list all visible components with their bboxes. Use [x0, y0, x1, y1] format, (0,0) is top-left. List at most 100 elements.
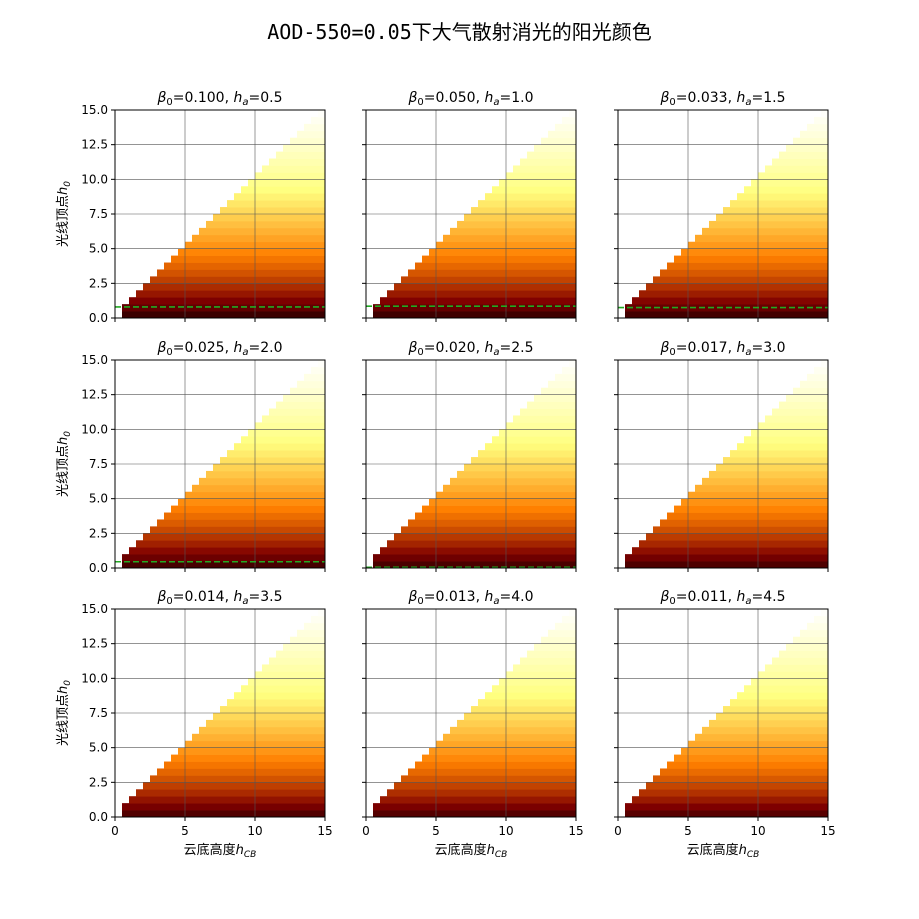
heatmap-cell — [653, 782, 661, 790]
heatmap-cell — [793, 297, 801, 305]
heatmap-cell — [793, 436, 801, 444]
heatmap-cell — [751, 810, 759, 818]
heatmap-cell — [779, 276, 787, 284]
heatmap-cell — [471, 761, 479, 769]
heatmap-cell — [506, 443, 514, 451]
heatmap-cell — [311, 200, 319, 208]
heatmap-cell — [485, 477, 493, 486]
heatmap-cell — [241, 207, 249, 215]
heatmap-cell — [269, 775, 277, 783]
heatmap-cell — [555, 464, 563, 472]
heatmap-cell — [800, 629, 808, 638]
heatmap-cell — [541, 450, 549, 458]
heatmap-cell — [807, 415, 815, 423]
heatmap-cell — [744, 803, 752, 811]
heatmap-cell — [276, 650, 284, 658]
heatmap-cell — [527, 283, 535, 291]
heatmap-cell — [541, 283, 549, 291]
heatmap-cell — [520, 547, 528, 555]
heatmap-cell — [485, 782, 493, 790]
heatmap-cell — [276, 699, 284, 707]
heatmap-cell — [765, 457, 773, 465]
heatmap-cell — [318, 408, 326, 416]
heatmap-cell — [415, 512, 423, 520]
heatmap-cell — [499, 533, 507, 541]
heatmap-cell — [178, 269, 186, 277]
heatmap-cell — [318, 671, 326, 679]
heatmap-cell — [297, 775, 305, 783]
heatmap-cell — [304, 373, 312, 382]
heatmap-cell — [548, 172, 556, 180]
heatmap-cell — [730, 214, 738, 222]
heatmap-cell — [283, 775, 291, 783]
heatmap-cell — [506, 262, 514, 270]
heatmap-cell — [450, 248, 458, 256]
heatmap-cell — [234, 713, 242, 721]
heatmap-cell — [185, 255, 193, 263]
heatmap-cell — [779, 713, 787, 721]
heatmap-cell — [695, 810, 703, 818]
heatmap-cell — [506, 241, 514, 250]
heatmap-cell — [276, 533, 284, 541]
heatmap-cell — [695, 234, 703, 243]
heatmap-cell — [241, 713, 249, 721]
heatmap-cell — [422, 304, 430, 312]
heatmap-cell — [255, 477, 263, 486]
heatmap-cell — [297, 747, 305, 755]
heatmap-cell — [318, 144, 326, 152]
heatmap-cell — [541, 554, 549, 562]
heatmap-cell — [695, 262, 703, 270]
heatmap-cell — [234, 526, 242, 534]
heatmap-cell — [485, 269, 493, 277]
heatmap-cell — [814, 186, 822, 194]
heatmap-cell — [772, 810, 780, 818]
heatmap-cell — [730, 554, 738, 562]
subplot-title: β0=0.011, ha=4.5 — [659, 589, 785, 607]
heatmap-cell — [283, 464, 291, 472]
heatmap-cell — [408, 276, 416, 284]
heatmap-cell — [674, 561, 682, 569]
heatmap-cell — [569, 443, 577, 451]
heatmap-cell — [136, 540, 144, 548]
heatmap-cell — [248, 464, 256, 472]
heatmap-cell — [667, 269, 675, 277]
heatmap-cell — [499, 484, 507, 493]
heatmap-cell — [730, 726, 738, 735]
heatmap-cell — [157, 803, 165, 811]
heatmap-cell — [318, 380, 326, 389]
heatmap-cell — [269, 207, 277, 215]
heatmap-cell — [297, 491, 305, 500]
heatmap-cell — [730, 768, 738, 776]
heatmap-cell — [304, 380, 312, 389]
heatmap-cell — [178, 796, 186, 804]
heatmap-cell — [667, 290, 675, 298]
heatmap-cell — [499, 733, 507, 742]
heatmap-cell — [290, 429, 298, 437]
heatmap-cell — [478, 498, 486, 506]
heatmap-cell — [541, 796, 549, 804]
heatmap-cell — [457, 768, 465, 776]
y-tick-label: 5.0 — [89, 492, 108, 506]
heatmap-cell — [318, 692, 326, 700]
heatmap-cell — [737, 706, 745, 714]
heatmap-cell — [695, 304, 703, 312]
heatmap-cell — [730, 540, 738, 548]
heatmap-cell — [276, 498, 284, 506]
heatmap-cell — [751, 685, 759, 693]
heatmap-cell — [765, 443, 773, 451]
heatmap-cell — [457, 512, 465, 520]
heatmap-cell — [569, 547, 577, 555]
heatmap-cell — [548, 297, 556, 305]
heatmap-cell — [555, 810, 563, 818]
heatmap-cell — [227, 255, 235, 263]
heatmap-cell — [744, 547, 752, 555]
heatmap-cell — [499, 754, 507, 762]
heatmap-cell — [185, 505, 193, 513]
heatmap-cell — [429, 547, 437, 555]
heatmap-cell — [269, 304, 277, 312]
heatmap-cell — [723, 227, 731, 236]
heatmap-cell — [765, 526, 773, 534]
heatmap-cell — [206, 283, 214, 291]
heatmap-cell — [129, 554, 137, 562]
heatmap-cell — [464, 491, 472, 500]
